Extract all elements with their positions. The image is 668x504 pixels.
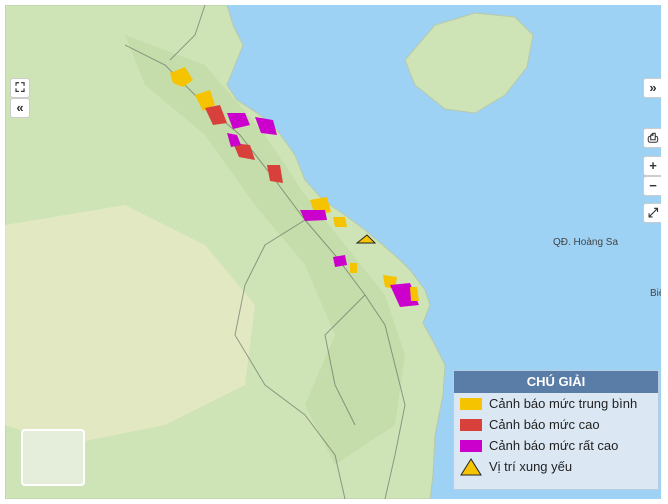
lowland — [5, 205, 255, 445]
warning-areas — [170, 67, 419, 307]
mini-map[interactable] — [21, 429, 85, 486]
legend-item: Cảnh báo mức rất cao — [454, 435, 658, 456]
legend-label: Cảnh báo mức cao — [489, 417, 600, 432]
place-label: Biể — [650, 287, 661, 299]
warning-area[interactable] — [333, 217, 347, 227]
legend-symbol — [460, 418, 482, 431]
expand-right-button[interactable]: » — [643, 78, 661, 98]
borders — [124, 5, 406, 499]
zoom-in-button[interactable]: + — [643, 156, 661, 176]
land-shade — [125, 35, 405, 465]
legend-title: CHÚ GIẢI — [454, 371, 658, 393]
legend-symbol — [460, 397, 482, 410]
warning-area[interactable] — [267, 165, 283, 183]
warning-area[interactable] — [410, 287, 419, 301]
warning-area[interactable] — [205, 105, 227, 125]
print-button[interactable]: ⎙ — [643, 128, 661, 148]
warning-area[interactable] — [300, 210, 327, 221]
warning-area[interactable] — [233, 143, 255, 160]
legend-item: Cảnh báo mức cao — [454, 414, 658, 435]
legend-label: Vị trí xung yếu — [489, 459, 573, 474]
zoom-out-button[interactable]: − — [643, 176, 661, 196]
legend-label: Cảnh báo mức rất cao — [489, 438, 619, 453]
place-label: QĐ. Hoàng Sa — [553, 237, 618, 248]
collapse-left-button[interactable]: « — [10, 98, 30, 118]
warning-area[interactable] — [195, 90, 215, 111]
warning-area[interactable] — [255, 117, 277, 135]
extent-button[interactable]: ⤢ — [643, 203, 661, 223]
vulnerable-marker — [355, 234, 377, 244]
legend-item: Vị trí xung yếu — [454, 456, 658, 477]
fullscreen-button[interactable]: ⛶ — [10, 78, 30, 98]
legend: CHÚ GIẢI Cảnh báo mức trung bình Cảnh báo… — [453, 370, 659, 490]
warning-area[interactable] — [333, 255, 347, 267]
warning-area[interactable] — [170, 67, 193, 87]
warning-area[interactable] — [350, 263, 357, 273]
legend-item: Cảnh báo mức trung bình — [454, 393, 658, 414]
island — [404, 12, 534, 114]
warning-area[interactable] — [227, 113, 250, 129]
map: QĐ. Hoàng Sa Biể — [5, 5, 661, 499]
warning-area[interactable] — [227, 133, 241, 147]
legend-symbol — [460, 439, 482, 452]
legend-symbol — [460, 457, 482, 475]
map-view: QĐ. Hoàng Sa Biể ⛶ « » ⎙ + − ⤢ CHÚ GIẢI … — [5, 5, 661, 499]
legend-label: Cảnh báo mức trung bình — [489, 396, 638, 411]
